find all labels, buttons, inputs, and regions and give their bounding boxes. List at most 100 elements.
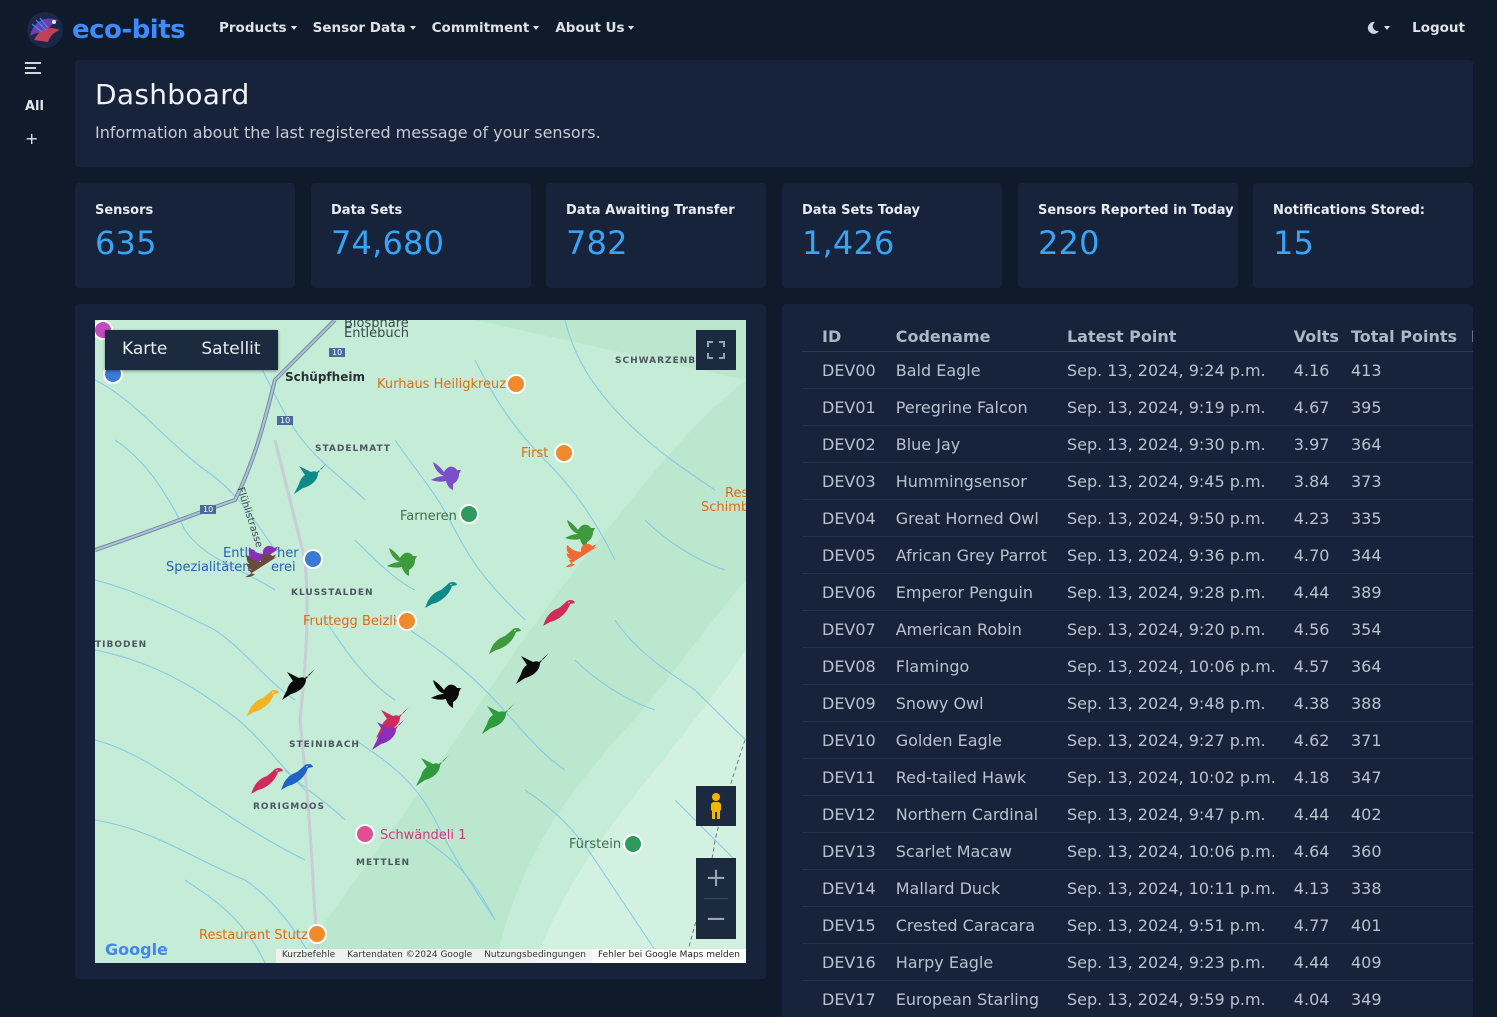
table-row[interactable]: DEV13 Scarlet Macaw Sep. 13, 2024, 10:06 p… — [802, 832, 1473, 870]
sensor-volts-cell: 4.38 — [1275, 684, 1339, 722]
sensor-marker[interactable] — [383, 544, 419, 580]
nav-products[interactable]: Products — [219, 20, 297, 36]
sensor-marker[interactable] — [415, 752, 451, 788]
map-label-fuerstein: Fürstein — [569, 837, 622, 852]
table-row[interactable]: DEV16 Harpy Eagle Sep. 13, 2024, 9:23 p.m.… — [802, 943, 1473, 981]
sensor-marker[interactable] — [279, 758, 315, 794]
sensor-marker[interactable] — [243, 550, 279, 586]
map-type-control: Karte Satellit — [105, 330, 278, 370]
page-title: Dashboard — [95, 78, 250, 111]
table-row[interactable]: DEV05 African Grey Parrot Sep. 13, 2024, 9… — [802, 536, 1473, 574]
table-row[interactable]: DEV10 Golden Eagle Sep. 13, 2024, 9:27 p.m… — [802, 721, 1473, 759]
sensor-marker[interactable] — [541, 594, 577, 630]
column-header-total-points[interactable]: Total Points — [1338, 321, 1457, 352]
table-row[interactable]: DEV17 European Starling Sep. 13, 2024, 9:5… — [802, 980, 1473, 1017]
main-nav: Products Sensor Data Commitment About Us — [219, 20, 635, 36]
google-logo[interactable]: Google — [105, 940, 168, 959]
sensor-marker[interactable] — [427, 458, 463, 494]
sensor-latest-point-cell: Sep. 13, 2024, 9:51 p.m. — [1046, 906, 1276, 944]
sensor-id-cell: DEV16 — [802, 943, 876, 981]
restaurant-pin-icon[interactable] — [397, 611, 417, 631]
map-shortcuts-link[interactable]: Kurzbefehle — [275, 949, 342, 963]
sensor-codename-cell: Mallard Duck — [875, 869, 1047, 907]
table-row[interactable]: DEV14 Mallard Duck Sep. 13, 2024, 10:11 p.… — [802, 869, 1473, 907]
sensor-latest-point-cell: Sep. 13, 2024, 9:30 p.m. — [1046, 425, 1276, 463]
map-type-karte-button[interactable]: Karte — [122, 339, 168, 359]
table-row[interactable]: DEV11 Red-tailed Hawk Sep. 13, 2024, 10:02… — [802, 758, 1473, 796]
sensor-id-cell: DEV01 — [802, 388, 876, 426]
nav-commitment[interactable]: Commitment — [432, 20, 540, 36]
restaurant-pin-icon[interactable] — [506, 374, 526, 394]
top-navbar: eco-bits Products Sensor Data Commitment… — [0, 0, 1497, 58]
stat-value: 782 — [566, 224, 628, 262]
column-header-icon[interactable]: Icon — [1457, 321, 1473, 352]
table-row[interactable]: DEV04 Great Horned Owl Sep. 13, 2024, 9:50… — [802, 499, 1473, 537]
sensor-marker[interactable] — [293, 460, 329, 496]
table-row[interactable]: DEV07 American Robin Sep. 13, 2024, 9:20 p… — [802, 610, 1473, 648]
sidebar-item-all[interactable]: All — [25, 99, 44, 114]
sensor-marker[interactable] — [281, 666, 317, 702]
sensor-id-cell: DEV14 — [802, 869, 876, 907]
sensor-marker[interactable] — [481, 700, 517, 736]
hummingbird-icon — [1471, 391, 1473, 423]
sensor-codename-cell: African Grey Parrot — [875, 536, 1047, 574]
sensor-id-cell: DEV06 — [802, 573, 876, 611]
road-shield-10: 10 — [277, 416, 294, 425]
sensor-total-points-cell: 401 — [1338, 906, 1457, 944]
brand-logo-icon — [27, 12, 63, 48]
table-row[interactable]: DEV15 Crested Caracara Sep. 13, 2024, 9:51… — [802, 906, 1473, 944]
sensor-marker[interactable] — [371, 716, 407, 752]
theme-toggle[interactable] — [1366, 21, 1391, 35]
zoom-in-button[interactable]: + — [705, 863, 727, 893]
sensor-volts-cell: 4.18 — [1275, 758, 1339, 796]
table-row[interactable]: DEV00 Bald Eagle Sep. 13, 2024, 9:24 p.m. 4… — [802, 351, 1473, 389]
hotel-pin-icon[interactable] — [355, 824, 375, 844]
table-row[interactable]: DEV02 Blue Jay Sep. 13, 2024, 9:30 p.m. 3.9… — [802, 425, 1473, 463]
shop-pin-icon[interactable] — [303, 549, 323, 569]
map-label-schwarzenberg: SCHWARZENBER — [615, 356, 712, 366]
sensor-marker[interactable] — [427, 676, 463, 712]
table-row[interactable]: DEV08 Flamingo Sep. 13, 2024, 10:06 p.m. 4.… — [802, 647, 1473, 685]
sensor-map[interactable]: Biosphäre Entlebuch Schüpfheim Kurhaus H… — [95, 320, 746, 963]
sensor-volts-cell: 4.64 — [1275, 832, 1339, 870]
sensor-marker[interactable] — [515, 650, 551, 686]
fullscreen-button[interactable] — [696, 330, 736, 370]
map-label-entlebuch: Entlebuch — [344, 326, 410, 341]
map-terms-link[interactable]: Nutzungsbedingungen — [478, 949, 592, 963]
sensor-marker[interactable] — [245, 684, 281, 720]
sidebar-add-button[interactable]: + — [25, 129, 39, 148]
restaurant-pin-icon[interactable] — [554, 443, 574, 463]
column-header-latest-point[interactable]: Latest Point — [1046, 321, 1276, 352]
sensor-marker[interactable] — [423, 576, 459, 612]
sensor-volts-cell: 4.23 — [1275, 499, 1339, 537]
brand[interactable]: eco-bits — [24, 10, 186, 50]
sensor-total-points-cell: 344 — [1338, 536, 1457, 574]
dove-icon — [1471, 539, 1473, 571]
stat-value: 74,680 — [331, 224, 445, 262]
column-header-volts[interactable]: Volts — [1275, 321, 1339, 352]
map-label-biosphere: Biosphäre — [344, 320, 409, 331]
mountain-pin-icon[interactable] — [623, 834, 643, 854]
sensor-icon-cell — [1457, 684, 1473, 722]
sensor-marker[interactable] — [563, 540, 599, 576]
zoom-out-button[interactable]: − — [705, 904, 727, 934]
street-view-pegman-button[interactable] — [696, 786, 736, 826]
nav-about-us[interactable]: About Us — [555, 20, 635, 36]
songbird-icon — [1471, 650, 1473, 682]
restaurant-pin-icon[interactable] — [307, 924, 327, 944]
hamburger-menu-icon[interactable] — [25, 62, 41, 77]
map-report-error-link[interactable]: Fehler bei Google Maps melden — [591, 949, 746, 963]
table-row[interactable]: DEV06 Emperor Penguin Sep. 13, 2024, 9:28 … — [802, 573, 1473, 611]
logout-link[interactable]: Logout — [1412, 20, 1465, 36]
table-row[interactable]: DEV03 Hummingsensor Sep. 13, 2024, 9:45 p.… — [802, 462, 1473, 500]
mountain-pin-icon[interactable] — [459, 504, 479, 524]
table-row[interactable]: DEV12 Northern Cardinal Sep. 13, 2024, 9:4… — [802, 795, 1473, 833]
map-type-satellit-button[interactable]: Satellit — [201, 339, 261, 359]
table-row[interactable]: DEV09 Snowy Owl Sep. 13, 2024, 9:48 p.m. 4.… — [802, 684, 1473, 722]
nav-sensor-data[interactable]: Sensor Data — [313, 20, 416, 36]
column-header-id[interactable]: ID — [802, 321, 876, 352]
table-row[interactable]: DEV01 Peregrine Falcon Sep. 13, 2024, 9:19… — [802, 388, 1473, 426]
column-header-codename[interactable]: Codename — [875, 321, 1047, 352]
stat-value: 635 — [95, 224, 157, 262]
sensor-total-points-cell: 360 — [1338, 832, 1457, 870]
